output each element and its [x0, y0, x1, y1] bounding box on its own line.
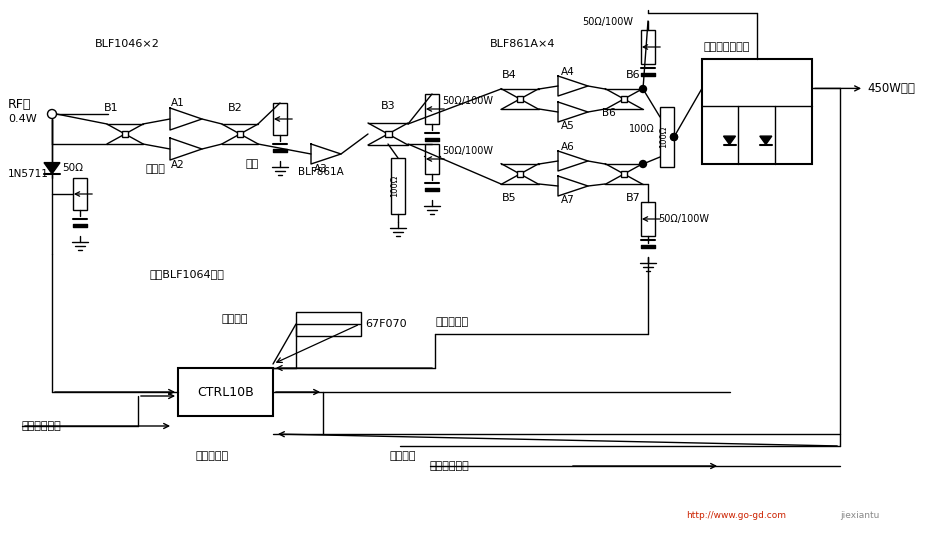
Text: B6: B6	[626, 70, 641, 80]
Text: B2: B2	[228, 103, 243, 113]
Text: 1N5711: 1N5711	[8, 169, 49, 179]
Text: RF入: RF入	[8, 98, 31, 111]
Text: 50Ω/100W: 50Ω/100W	[658, 214, 709, 224]
Polygon shape	[723, 136, 735, 145]
Text: BLF861A×4: BLF861A×4	[490, 39, 555, 49]
Bar	[391, 158, 405, 214]
Text: 控制信号: 控制信号	[390, 451, 416, 461]
Text: A2: A2	[171, 160, 185, 170]
Text: B1: B1	[104, 103, 118, 113]
Bar	[641, 202, 655, 236]
Circle shape	[670, 134, 678, 140]
Bar	[384, 131, 392, 137]
Text: CTRL10B: CTRL10B	[197, 386, 254, 398]
Text: 100Ω: 100Ω	[660, 126, 668, 148]
Text: B6: B6	[602, 108, 615, 118]
Text: A4: A4	[561, 67, 575, 77]
Bar	[516, 171, 523, 177]
Text: 50Ω/100W: 50Ω/100W	[442, 146, 493, 156]
Bar	[660, 107, 674, 167]
Text: 0.4W: 0.4W	[8, 114, 37, 124]
Text: A6: A6	[561, 142, 575, 152]
Text: B4: B4	[502, 70, 516, 80]
Polygon shape	[44, 162, 60, 174]
Bar	[273, 103, 287, 135]
Text: 过热接点: 过热接点	[222, 314, 248, 324]
Text: A7: A7	[561, 195, 575, 205]
Circle shape	[639, 85, 647, 92]
Text: 反射波电压: 反射波电压	[435, 317, 468, 327]
Circle shape	[639, 161, 647, 168]
Text: 50Ω/100W: 50Ω/100W	[582, 17, 633, 27]
Bar	[237, 131, 244, 137]
Text: A5: A5	[561, 121, 575, 131]
Text: 预推动: 预推动	[145, 164, 165, 174]
Bar	[516, 96, 523, 101]
Text: 100Ω: 100Ω	[630, 124, 655, 134]
Text: 450W输出: 450W输出	[867, 82, 915, 95]
Bar	[702, 59, 812, 164]
Bar	[122, 131, 128, 137]
Text: B7: B7	[626, 193, 641, 203]
Bar	[620, 171, 628, 177]
Text: 功放控制板: 功放控制板	[195, 451, 228, 461]
Bar	[73, 178, 87, 210]
Text: http://www.go-gd.com: http://www.go-gd.com	[686, 512, 786, 521]
Bar	[641, 30, 655, 64]
Text: 微带定向耦合器: 微带定向耦合器	[704, 42, 750, 52]
Bar	[620, 96, 628, 101]
Text: 100Ω: 100Ω	[391, 175, 399, 197]
Text: BLF1046×2: BLF1046×2	[95, 39, 160, 49]
Text: A1: A1	[171, 98, 185, 108]
Text: B3: B3	[380, 101, 396, 111]
Bar	[296, 312, 361, 336]
Text: A3: A3	[314, 164, 328, 174]
Bar	[425, 144, 439, 174]
Text: 67F070: 67F070	[365, 319, 407, 329]
Text: 控制BLF1064栅压: 控制BLF1064栅压	[150, 269, 225, 279]
Text: 过激励信号入: 过激励信号入	[22, 421, 61, 431]
Circle shape	[670, 134, 678, 140]
Text: 输出检波电压: 输出检波电压	[430, 461, 470, 471]
Text: 50Ω/100W: 50Ω/100W	[442, 96, 493, 106]
Bar	[425, 94, 439, 124]
Text: 推动: 推动	[246, 159, 260, 169]
Text: 50Ω: 50Ω	[62, 163, 83, 173]
Text: BLF861A: BLF861A	[298, 167, 344, 177]
Bar	[178, 368, 273, 416]
Text: jiexiantu: jiexiantu	[840, 512, 880, 521]
Polygon shape	[760, 136, 772, 145]
Text: B5: B5	[502, 193, 516, 203]
